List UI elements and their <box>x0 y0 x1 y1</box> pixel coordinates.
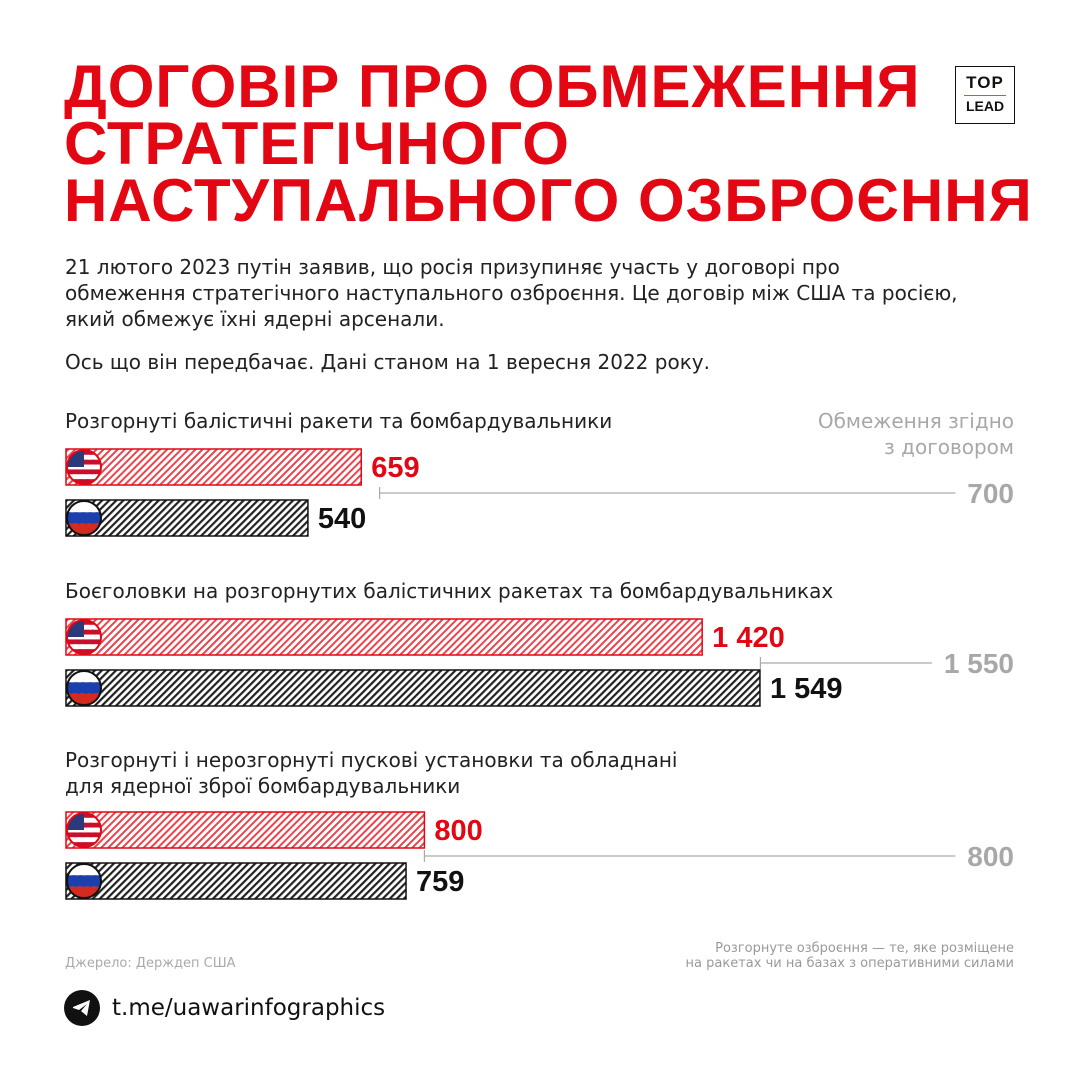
russia-flag-icon <box>66 500 102 536</box>
usa-bar <box>65 448 362 486</box>
russia-bar <box>65 499 309 537</box>
limit-header: Обмеження згідно з договором <box>817 409 1014 459</box>
telegram-link[interactable]: t.me/uawarinfographics <box>64 990 385 1026</box>
group-label: Боєголовки на розгорнутих балістичних ра… <box>65 579 834 603</box>
source-text: Джерело: Держдеп США <box>65 956 236 971</box>
russia-flag-icon <box>66 670 102 706</box>
usa-value-label: 800 <box>434 815 482 847</box>
usa-bar <box>65 811 426 849</box>
usa-value-label: 659 <box>371 452 419 484</box>
group-label: Розгорнуті балістичні ракети та бомбарду… <box>65 409 613 433</box>
group-label: Розгорнуті і нерозгорнуті пускові устано… <box>65 748 678 798</box>
usa-flag-icon <box>66 812 102 848</box>
russia-bar <box>65 862 407 900</box>
usa-value-label: 1 420 <box>712 622 785 654</box>
limit-value-label: 700 <box>967 478 1014 509</box>
usa-bar <box>65 618 703 656</box>
footnote: Розгорнуте озброєння — те, яке розміщене… <box>685 941 1014 971</box>
telegram-icon <box>64 990 100 1026</box>
russia-value-label: 540 <box>318 503 366 535</box>
page-title: ДОГОВІР ПРО ОБМЕЖЕННЯ СТРАТЕГІЧНОГО НАСТ… <box>64 53 1033 234</box>
intro-text: 21 лютого 2023 путін заявив, що росія пр… <box>65 255 958 331</box>
russia-value-label: 1 549 <box>770 673 843 705</box>
usa-flag-icon <box>66 449 102 485</box>
russia-flag-icon <box>66 863 102 899</box>
russia-value-label: 759 <box>416 866 464 898</box>
limit-value-label: 1 550 <box>944 648 1014 679</box>
limit-value-label: 800 <box>967 841 1014 872</box>
intro-date: Ось що він передбачає. Дані станом на 1 … <box>65 350 710 374</box>
toplead-logo: TOP LEAD <box>955 66 1015 124</box>
usa-flag-icon <box>66 619 102 655</box>
russia-bar <box>65 669 761 707</box>
